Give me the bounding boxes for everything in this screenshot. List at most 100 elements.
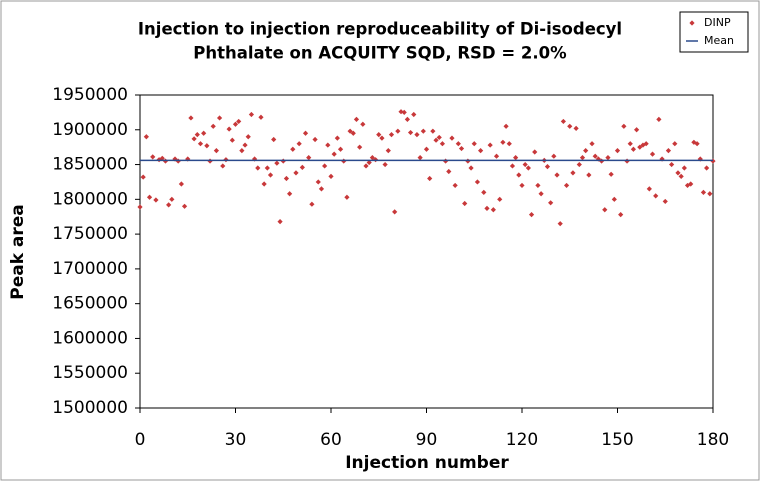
data-point	[312, 136, 318, 143]
data-point	[188, 115, 194, 121]
data-point	[287, 191, 293, 197]
data-point	[611, 196, 617, 202]
data-point	[290, 146, 296, 152]
data-point	[347, 128, 353, 134]
data-point	[567, 123, 573, 129]
data-point	[684, 182, 691, 189]
data-point	[621, 123, 627, 129]
data-point	[194, 132, 200, 138]
data-point	[178, 181, 184, 187]
data-point	[213, 148, 219, 154]
data-point	[267, 172, 274, 178]
data-point	[436, 134, 442, 141]
y-tick-label: 1900000	[52, 120, 128, 140]
data-point	[503, 123, 509, 129]
data-point	[452, 182, 458, 189]
data-point	[363, 163, 369, 169]
data-point	[407, 129, 414, 136]
data-point	[216, 115, 223, 121]
data-point	[449, 135, 455, 141]
x-axis-label: Injection number	[345, 453, 509, 473]
data-point	[439, 141, 446, 147]
data-point	[306, 155, 312, 161]
data-point	[681, 165, 687, 171]
data-point	[385, 148, 391, 154]
data-point	[618, 212, 624, 218]
data-point	[570, 170, 576, 176]
data-point	[392, 209, 398, 215]
data-point	[468, 165, 474, 171]
data-point	[478, 148, 484, 154]
data-point	[509, 163, 516, 169]
data-point	[315, 179, 321, 185]
data-point	[608, 171, 614, 177]
data-point	[325, 142, 331, 148]
data-point	[554, 172, 560, 178]
y-tick-label: 1550000	[52, 363, 128, 383]
data-point	[258, 114, 264, 120]
data-point	[143, 134, 149, 140]
data-point	[634, 127, 640, 133]
data-point	[694, 141, 700, 147]
data-point	[146, 194, 153, 200]
data-point	[614, 148, 621, 154]
data-point	[181, 203, 188, 209]
data-point	[337, 146, 344, 152]
data-point	[605, 155, 611, 161]
data-point	[271, 136, 277, 143]
data-point	[490, 207, 496, 213]
data-point	[707, 191, 713, 197]
data-point	[516, 172, 522, 178]
y-tick-label: 1650000	[52, 294, 128, 314]
data-point	[535, 182, 541, 189]
data-point	[500, 139, 506, 145]
data-point	[649, 151, 656, 157]
x-tick-label: 90	[416, 430, 438, 450]
data-point	[417, 155, 423, 161]
data-point	[239, 148, 245, 154]
data-point	[229, 137, 235, 143]
legend-label: DINP	[704, 16, 731, 29]
data-point	[261, 181, 267, 187]
data-point	[404, 116, 410, 122]
data-point	[376, 132, 382, 138]
data-point	[551, 153, 557, 159]
data-point	[589, 141, 595, 147]
data-point	[548, 200, 554, 206]
data-point	[544, 164, 551, 170]
data-point	[401, 109, 407, 115]
data-point	[688, 181, 694, 187]
data-point	[493, 153, 500, 159]
data-point	[506, 141, 512, 147]
data-point	[137, 204, 143, 210]
data-point	[643, 141, 649, 147]
data-point	[236, 118, 242, 125]
data-point	[283, 175, 290, 182]
data-point	[210, 123, 216, 129]
data-point	[602, 207, 608, 213]
data-point	[576, 161, 582, 168]
legend-swatch	[689, 20, 695, 26]
data-point	[328, 173, 334, 179]
data-point	[474, 179, 481, 185]
data-point	[423, 146, 430, 152]
data-point	[255, 165, 261, 171]
data-point	[299, 164, 305, 170]
data-point	[248, 111, 255, 118]
data-point	[497, 196, 503, 202]
data-point	[150, 154, 156, 160]
data-point	[197, 141, 204, 147]
x-tick-label: 150	[601, 430, 633, 450]
data-point	[700, 189, 707, 195]
data-point	[563, 182, 570, 189]
data-point	[573, 125, 579, 131]
data-point	[140, 174, 146, 180]
data-point	[309, 201, 315, 207]
data-point	[672, 141, 678, 147]
data-point	[395, 128, 401, 134]
data-point	[296, 141, 302, 147]
data-point	[519, 182, 525, 189]
data-point	[220, 163, 226, 169]
legend-box	[679, 11, 749, 53]
